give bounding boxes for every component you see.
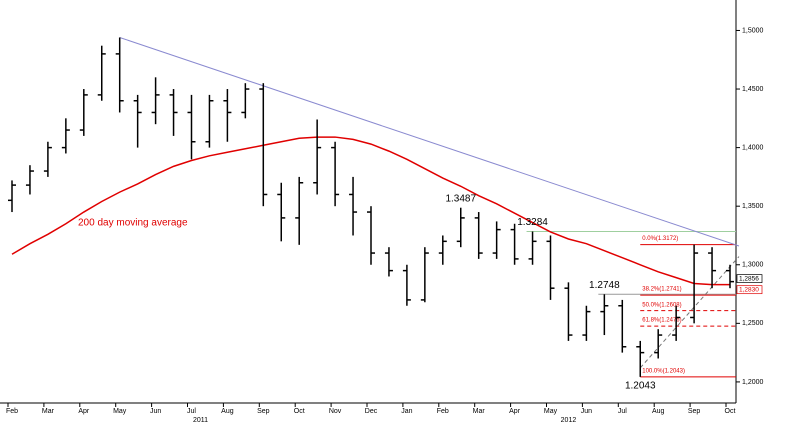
y-tick-label: 1,2500: [742, 320, 764, 327]
trendline: [119, 37, 740, 247]
peak-label: 1.3284: [517, 217, 548, 228]
channel-line: [639, 256, 740, 369]
x-tick-label: Oct: [294, 408, 305, 415]
x-tick-label: Mar: [473, 408, 486, 415]
x-tick-label: Apr: [78, 408, 90, 415]
x-tick-label: Feb: [437, 408, 449, 415]
x-tick-label: Mar: [42, 408, 55, 415]
peak-label: 1.2043: [625, 381, 656, 392]
price-tag: [736, 274, 763, 283]
fib-label: 38.2%(1.2741): [642, 287, 681, 293]
fib-label: 50.0%(1.2608): [642, 302, 681, 308]
x-tick-label: Jan: [401, 408, 412, 415]
price-tag-label: 1,2856: [739, 275, 759, 282]
x-tick-label: Apr: [509, 408, 521, 415]
x-tick-label: Sep: [257, 408, 270, 415]
y-tick-label: 1,4000: [742, 144, 764, 151]
x-tick-label: Jul: [618, 408, 627, 415]
fib-label: 0.0%(1.3172): [642, 236, 678, 242]
y-tick-label: 1,4500: [742, 86, 764, 93]
x-tick-label: Jun: [150, 408, 161, 415]
x-tick-label: Dec: [365, 408, 378, 415]
x-tick-label: Feb: [6, 408, 18, 415]
x-tick-label: Aug: [652, 408, 665, 415]
peak-label: 1.3487: [445, 193, 476, 204]
price-tag: [736, 285, 763, 295]
x-tick-label: Aug: [221, 408, 234, 415]
x-tick-label: Jun: [581, 408, 592, 415]
year-label: 2012: [561, 417, 577, 424]
x-tick-label: Jul: [187, 408, 196, 415]
fib-label: 100.0%(1.2043): [642, 368, 685, 374]
y-tick-label: 1,2000: [742, 379, 764, 386]
x-tick-label: May: [113, 408, 127, 415]
y-tick-label: 1,3000: [742, 262, 764, 269]
y-tick-label: 1,5000: [742, 27, 764, 34]
y-tick-label: 1,3500: [742, 203, 764, 210]
price-tag-label: 1,2830: [739, 286, 759, 293]
x-tick-label: May: [544, 408, 558, 415]
moving-average-label: 200 day moving average: [78, 218, 188, 229]
x-tick-label: Sep: [688, 408, 701, 415]
year-label: 2011: [193, 417, 208, 424]
peak-label: 1.2748: [589, 280, 620, 291]
x-tick-label: Oct: [725, 408, 736, 415]
fib-label: 61.8%(1.2476): [642, 318, 681, 324]
moving-average: [11, 136, 730, 286]
x-tick-label: Nov: [329, 408, 342, 415]
